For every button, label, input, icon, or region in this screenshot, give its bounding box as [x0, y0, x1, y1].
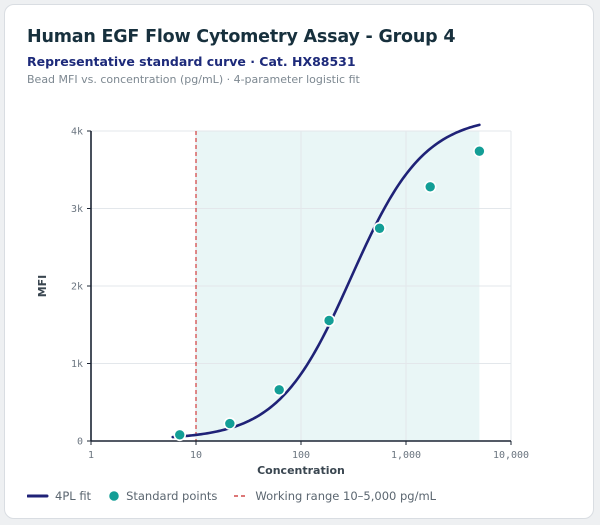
y-axis-title: MFI — [36, 275, 49, 298]
standard-point — [423, 180, 437, 194]
legend-range-swatch — [234, 495, 249, 497]
standard-point — [373, 221, 386, 235]
chart-subtitle: Representative standard curve · Cat. HX8… — [27, 54, 356, 69]
y-tick-label: 4k — [71, 127, 83, 138]
legend-fit-swatch — [27, 494, 49, 498]
legend-item-range[interactable]: Working range 10–5,000 pg/mL — [233, 489, 436, 503]
legend-range-label: Working range 10–5,000 pg/mL — [255, 489, 437, 503]
y-tick-label: 0 — [77, 437, 83, 448]
chart-legend: 4PL fit Standard points Working range 10… — [27, 489, 452, 503]
chart-title: Human EGF Flow Cytometry Assay - Group 4 — [27, 27, 456, 47]
x-tick-label: 10 — [190, 450, 202, 461]
y-tick-label: 2k — [71, 282, 83, 293]
x-tick-label: 1,000 — [391, 450, 421, 461]
fit-curve — [171, 123, 481, 439]
legend-points-label: Standard points — [126, 489, 218, 503]
standard-point — [272, 383, 286, 397]
chart-description: Bead MFI vs. concentration (pg/mL) · 4-p… — [27, 73, 360, 86]
legend-item-points[interactable]: Standard points — [107, 489, 217, 503]
x-tick-label: 10,000 — [493, 450, 529, 461]
standard-point — [173, 428, 187, 442]
x-axis-title: Concentration — [257, 464, 345, 477]
standard-point — [322, 314, 336, 327]
standard-point — [473, 144, 486, 158]
legend-fit-label: 4PL fit — [55, 489, 92, 503]
y-tick-label: 3k — [71, 204, 83, 215]
x-tick-label: 1 — [88, 450, 94, 461]
x-tick-label: 100 — [292, 450, 310, 461]
standard-point — [223, 417, 237, 430]
y-tick-label: 1k — [71, 359, 83, 370]
legend-points-swatch — [107, 489, 121, 503]
legend-item-fit[interactable]: 4PL fit — [27, 489, 91, 503]
